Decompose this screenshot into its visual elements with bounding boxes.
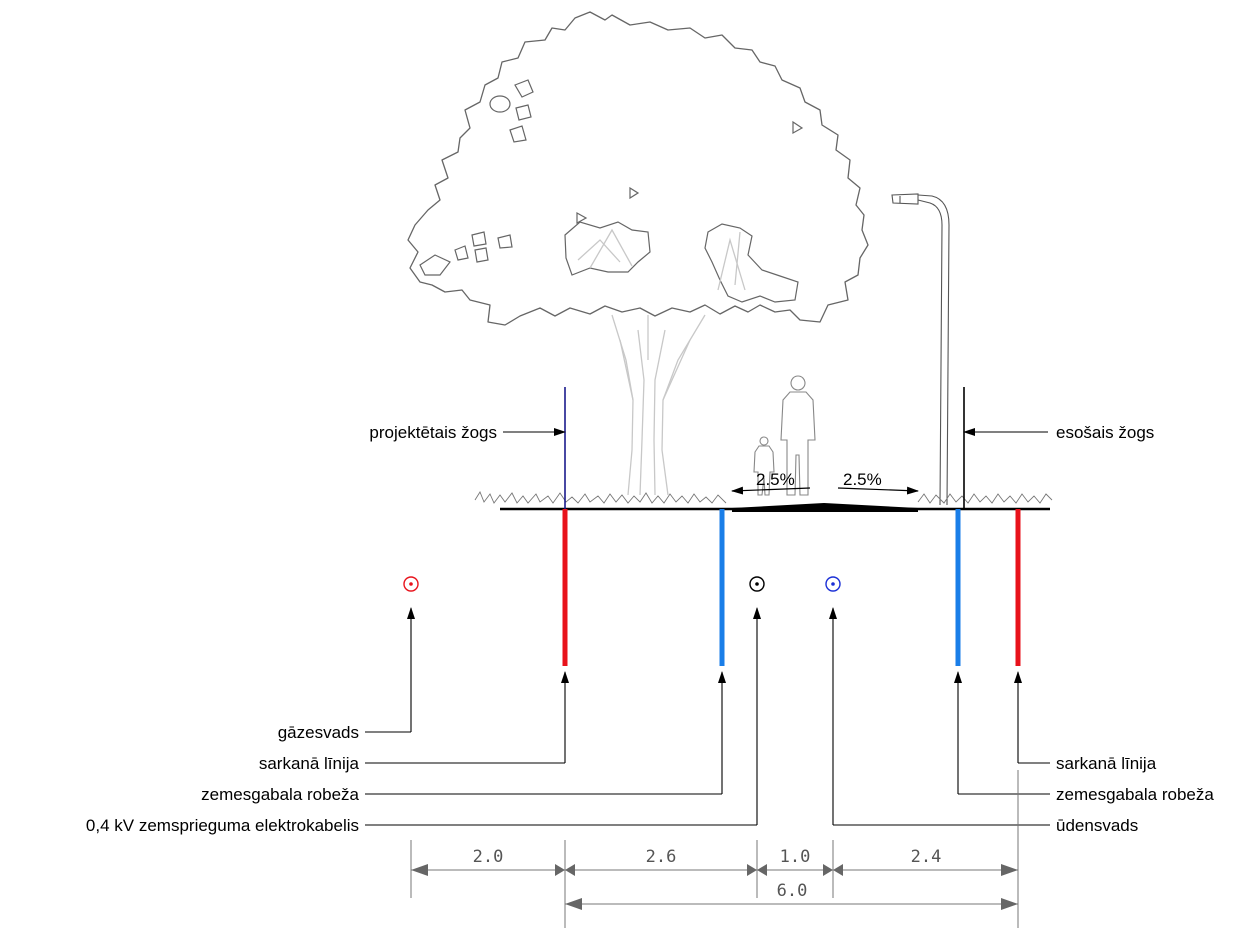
grass-texture — [474, 491, 1053, 504]
slope-arrow-right — [837, 486, 919, 495]
projected-fence-label: projektētais žogs — [369, 423, 497, 442]
tree-icon — [407, 11, 869, 496]
existing-fence-label: esošais žogs — [1056, 423, 1154, 442]
slope-label-right: 2.5% — [843, 470, 882, 489]
dimension-lines — [410, 770, 1019, 928]
water-pipe-label: ūdensvads — [1056, 816, 1138, 835]
slope-label-left: 2.5% — [756, 470, 795, 489]
dimension-1-0: 1.0 — [780, 847, 811, 867]
red-line-right-label: sarkanā līnija — [1056, 754, 1157, 773]
gas-pipe-symbol — [403, 576, 419, 592]
cable-symbol — [749, 576, 765, 592]
slope-arrow-left — [731, 486, 811, 495]
tree-canopy — [407, 11, 869, 326]
gas-pipe-label: gāzesvads — [278, 723, 359, 742]
dimension-2-4: 2.4 — [911, 847, 942, 867]
road-surface — [732, 503, 918, 512]
street-lamp-icon — [891, 193, 950, 506]
dimension-ticks — [411, 864, 1018, 910]
dimension-2-0: 2.0 — [473, 847, 504, 867]
plot-border-left-label: zemesgabala robeža — [201, 785, 359, 804]
dimension-total-6-0: 6.0 — [777, 881, 808, 901]
plot-border-right-label: zemesgabala robeža — [1056, 785, 1214, 804]
dimension-2-6: 2.6 — [646, 847, 677, 867]
water-pipe-symbol — [825, 576, 841, 592]
person-child-icon — [753, 436, 775, 496]
low-voltage-cable-label: 0,4 kV zemsprieguma elektrokabelis — [86, 816, 359, 835]
red-line-left-label: sarkanā līnija — [259, 754, 360, 773]
person-adult-icon — [780, 375, 816, 496]
